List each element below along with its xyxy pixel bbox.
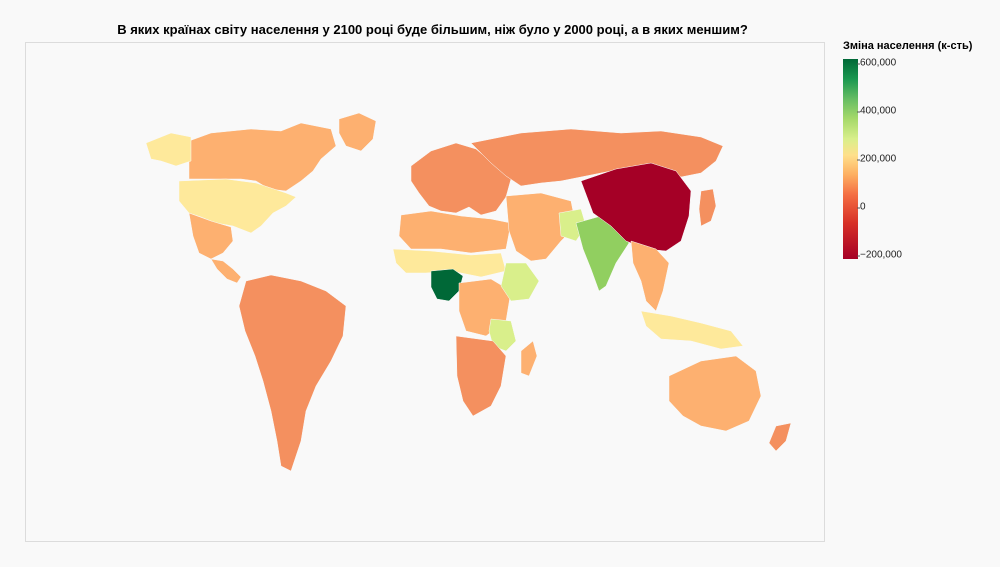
region-sahel — [392, 248, 507, 278]
region-tanzania — [488, 318, 517, 352]
legend-tick: 0 — [857, 201, 866, 213]
region-japan — [698, 188, 717, 227]
region-indonesia — [640, 310, 744, 350]
legend-tick: 200,000 — [856, 153, 897, 165]
region-central-america — [210, 258, 242, 284]
world-map — [25, 42, 825, 542]
legend-title: Зміна населення (к-сть) — [843, 40, 973, 52]
legend-tick: 600,000 — [856, 57, 897, 69]
region-china — [580, 162, 692, 252]
region-australia — [668, 355, 762, 432]
map-title: В яких країнах світу населення у 2100 ро… — [117, 22, 748, 37]
legend-color-bar — [843, 59, 858, 259]
world-map-svg — [145, 112, 792, 472]
region-alaska — [145, 132, 192, 167]
region-north-africa — [398, 210, 512, 254]
region-southern-africa — [455, 335, 507, 417]
region-south-america — [238, 274, 347, 472]
region-greenland — [338, 112, 377, 152]
legend-tick: −200,000 — [857, 249, 902, 261]
region-canada — [188, 122, 337, 192]
region-ethiopia — [500, 262, 540, 302]
legend-tick: 400,000 — [856, 105, 897, 117]
region-europe — [410, 142, 512, 216]
region-southeast-asia — [630, 240, 670, 312]
region-mexico — [188, 212, 234, 260]
color-legend: Зміна населення (к-сть) 600,000 400,000 … — [843, 40, 972, 264]
region-nigeria — [430, 268, 464, 302]
region-new-zealand — [768, 422, 792, 452]
region-madagascar — [520, 340, 538, 377]
region-middle-east — [505, 192, 577, 262]
